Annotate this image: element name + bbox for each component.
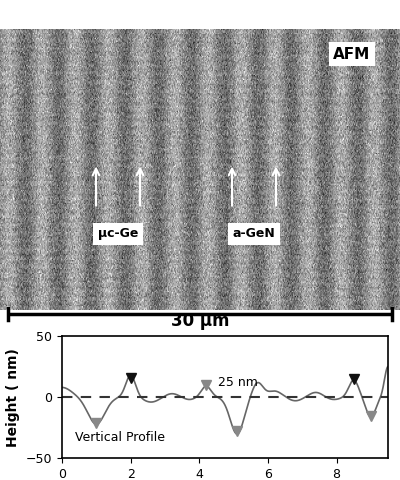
Text: Vertical Profile: Vertical Profile (75, 431, 165, 444)
Text: AFM: AFM (333, 47, 371, 61)
Y-axis label: Height ( nm): Height ( nm) (6, 348, 20, 446)
Text: a-GeN: a-GeN (233, 228, 275, 240)
Text: 25 nm: 25 nm (218, 376, 258, 389)
Text: μc-Ge: μc-Ge (98, 228, 138, 240)
Text: 30 μm: 30 μm (171, 312, 229, 330)
